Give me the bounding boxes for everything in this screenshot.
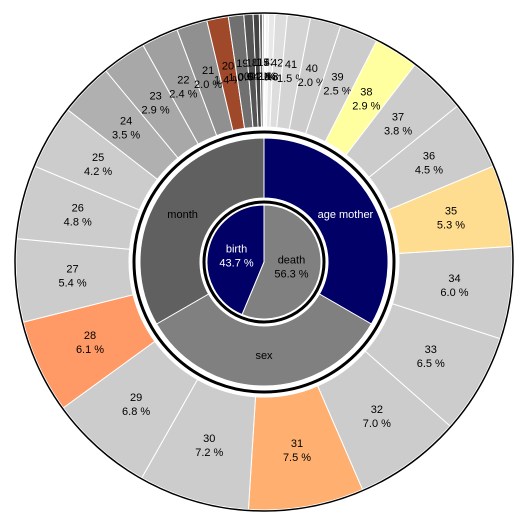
segment-value-label: 7.0 % bbox=[363, 418, 391, 430]
segment-label: sex bbox=[255, 350, 273, 362]
segment-value-label: 4.5 % bbox=[415, 165, 443, 177]
segment bbox=[263, 137, 389, 325]
segment-label: 25 bbox=[92, 152, 104, 164]
segment-label: 23 bbox=[149, 90, 161, 102]
segment-label: 36 bbox=[423, 151, 435, 163]
segment-label: 31 bbox=[291, 438, 303, 450]
segment-label: age mother bbox=[318, 209, 374, 221]
segment-label: 30 bbox=[203, 433, 215, 445]
segment-label: 39 bbox=[331, 72, 343, 84]
segment-label: 21 bbox=[202, 65, 214, 77]
segment bbox=[241, 204, 322, 320]
segment-label: 37 bbox=[392, 111, 404, 123]
segment-label: 26 bbox=[72, 202, 84, 214]
segment-value-label: 4.2 % bbox=[84, 166, 112, 178]
segment-label: 15 bbox=[257, 57, 269, 69]
segment-label: 42 bbox=[271, 57, 283, 69]
segment-value-label: 5.3 % bbox=[437, 219, 465, 231]
segment-label: 29 bbox=[130, 392, 142, 404]
segment-label: 16 bbox=[255, 57, 267, 69]
segment-value-label: 6.5 % bbox=[417, 358, 445, 370]
segment-label: 41 bbox=[285, 59, 297, 71]
segment-label: 20 bbox=[222, 60, 234, 72]
segment-label: 38 bbox=[360, 86, 372, 98]
segment-value-label: 0.4 % bbox=[244, 71, 272, 83]
segment-label: 32 bbox=[371, 404, 383, 416]
segment-value-label: 3.8 % bbox=[384, 125, 412, 137]
segment-value-label: 0.2 % bbox=[248, 71, 276, 83]
segment-label: birth bbox=[226, 243, 247, 255]
segment-label: 19 bbox=[236, 58, 248, 70]
segment-value-label: 2.9 % bbox=[142, 104, 170, 116]
segment-value-label: 7.5 % bbox=[283, 452, 311, 464]
segment-value-label: 4.8 % bbox=[64, 216, 92, 228]
segment-label: month bbox=[167, 209, 198, 221]
ring-border bbox=[14, 12, 514, 512]
segment-label: 33 bbox=[425, 344, 437, 356]
segment-label: 35 bbox=[445, 205, 457, 217]
segment bbox=[139, 137, 265, 325]
segment-label: 27 bbox=[66, 263, 78, 275]
segment-value-label: 7.2 % bbox=[195, 447, 223, 459]
segment-value-label: 2.0 % bbox=[298, 77, 326, 89]
segment-value-label: 1.4 % bbox=[214, 74, 242, 86]
segment-value-label: 43.7 % bbox=[219, 257, 253, 269]
ring-border bbox=[202, 200, 326, 324]
segment-value-label: 2.5 % bbox=[323, 86, 351, 98]
segment-value-label: 6.8 % bbox=[122, 406, 150, 418]
segment-label: 40 bbox=[306, 63, 318, 75]
segment-value-label: 2.9 % bbox=[352, 100, 380, 112]
segment-label: death bbox=[278, 254, 306, 266]
ring-border bbox=[132, 130, 396, 394]
segment-value-label: 3.5 % bbox=[112, 129, 140, 141]
segment-value-label: 6.1 % bbox=[76, 344, 104, 356]
segment-value-label: 2.4 % bbox=[169, 89, 197, 101]
segment-label: 24 bbox=[120, 115, 132, 127]
segment-value-label: 0.1 % bbox=[249, 71, 277, 83]
segment-label: 22 bbox=[177, 75, 189, 87]
segment bbox=[261, 13, 265, 128]
segment-label: 34 bbox=[448, 273, 460, 285]
segment bbox=[155, 293, 373, 387]
segment bbox=[206, 204, 265, 316]
segment-value-label: 6.0 % bbox=[440, 287, 468, 299]
segment-value-label: 5.4 % bbox=[58, 277, 86, 289]
segment-value-label: 2.0 % bbox=[194, 79, 222, 91]
segment-value-label: 56.3 % bbox=[274, 268, 308, 280]
segment-label: 28 bbox=[84, 330, 96, 342]
